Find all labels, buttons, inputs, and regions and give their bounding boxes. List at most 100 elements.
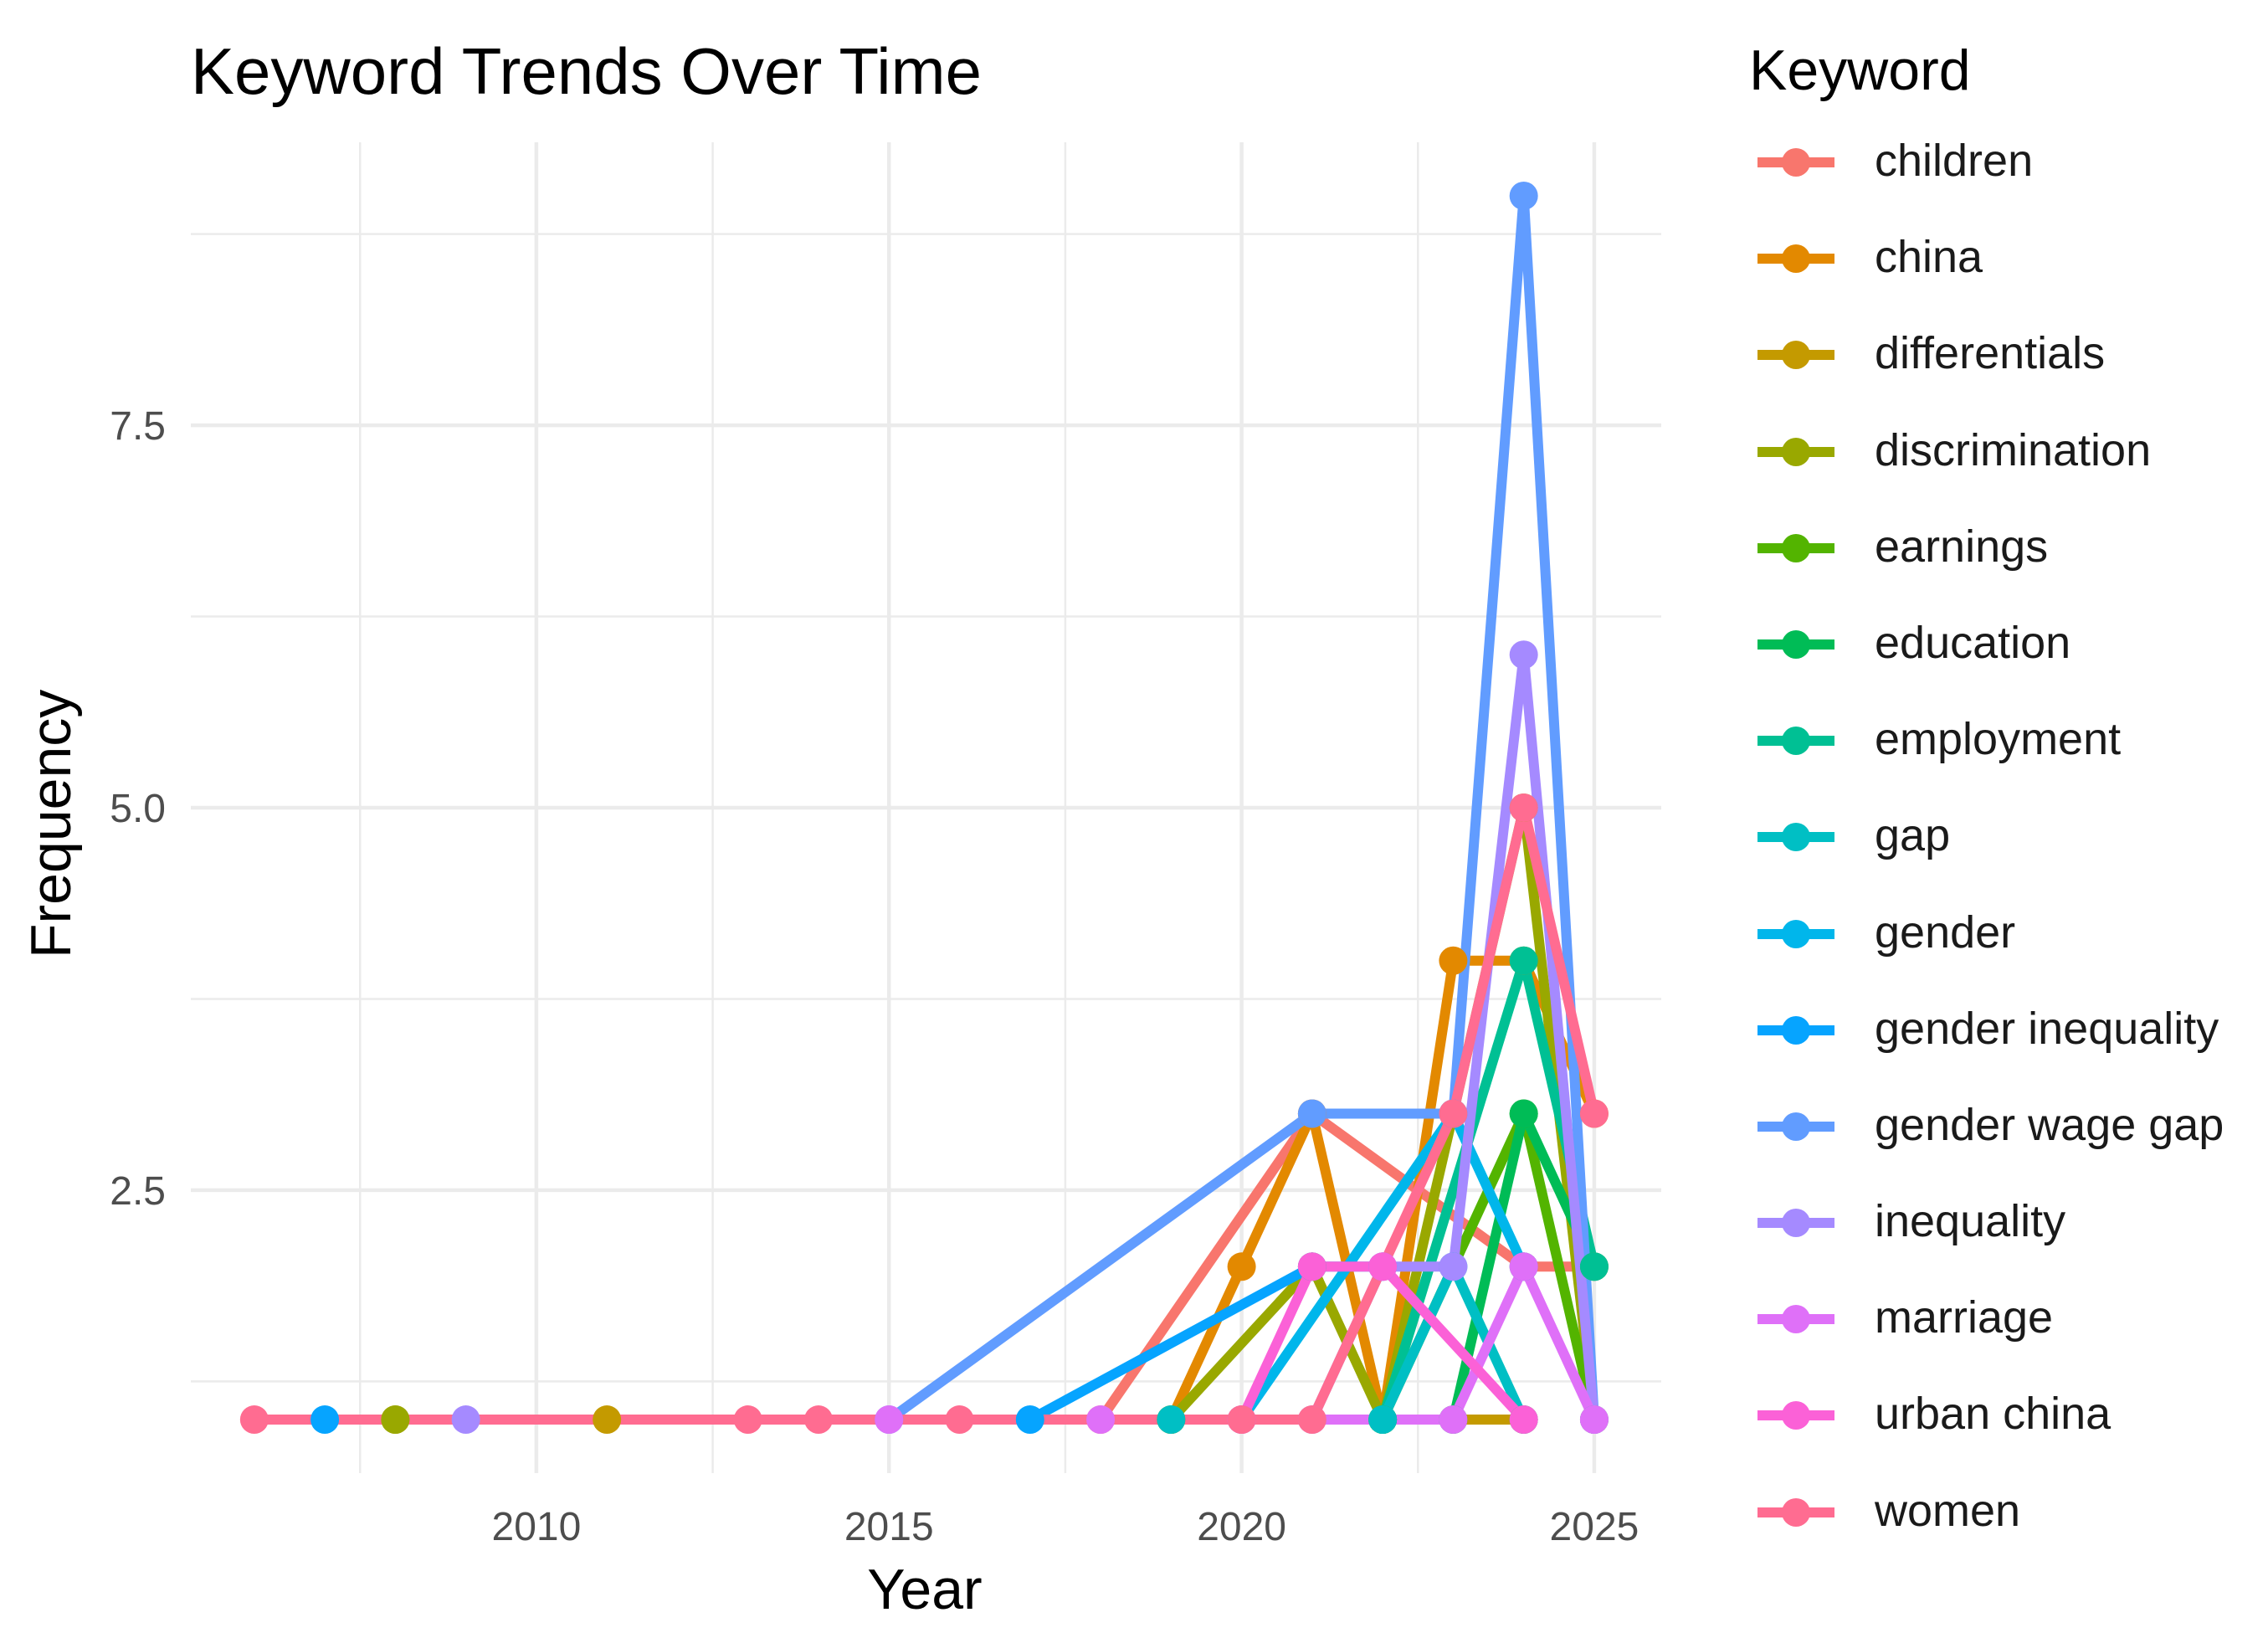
legend-label: discrimination (1875, 424, 2152, 475)
legend-label: gap (1875, 810, 1951, 861)
data-point-urban-china (1509, 1405, 1538, 1435)
legend-key-point (1782, 1209, 1810, 1238)
legend-key (1757, 533, 1834, 562)
legend-key (1757, 148, 1834, 177)
y-axis-title: Frequency (19, 689, 83, 958)
legend-key-point (1782, 1015, 1810, 1045)
x-tick-label: 2010 (492, 1505, 582, 1549)
y-tick-label: 5.0 (110, 787, 166, 831)
data-point-china (1439, 946, 1468, 975)
data-point-women (239, 1405, 269, 1435)
legend-key-point (1782, 244, 1810, 274)
legend-item: differentials (1749, 311, 2105, 407)
legend-key (1757, 727, 1834, 756)
legend-title: Keyword (1749, 39, 1971, 102)
data-point-differentials (593, 1405, 622, 1435)
series-line-gender-inequality (325, 1261, 1383, 1425)
legend-label: gender (1875, 906, 2016, 958)
data-point-employment (1509, 946, 1538, 975)
legend-key (1757, 1112, 1834, 1141)
legend-label: gender wage gap (1875, 1099, 2224, 1150)
legend-label: education (1875, 617, 2071, 668)
legend-key-point (1782, 148, 1810, 177)
data-point-inequality (1509, 640, 1538, 670)
legend-key (1757, 437, 1834, 466)
data-point-marriage (1509, 1252, 1538, 1281)
data-point-women (1297, 1405, 1326, 1435)
legend-key-point (1782, 919, 1810, 948)
x-tick-label: 2025 (1550, 1505, 1639, 1549)
legend-key (1757, 1401, 1834, 1430)
legend-key (1757, 1015, 1834, 1045)
data-point-women (803, 1405, 833, 1435)
legend-item: women (1749, 1468, 2020, 1564)
y-tick-label: 7.5 (110, 404, 166, 449)
x-axis-title: Year (867, 1558, 983, 1621)
data-point-gender-inequality (1015, 1405, 1044, 1435)
data-point-women (733, 1405, 762, 1435)
series-line-urban-china (1237, 1261, 1528, 1424)
legend-label: gender inequality (1875, 1003, 2219, 1054)
legend-key-point (1782, 437, 1810, 466)
legend: Keyword children china differentials discri… (1749, 38, 2224, 1564)
data-point-women (1579, 1099, 1609, 1128)
legend-label: marriage (1875, 1292, 2054, 1343)
data-point-urban-china (1297, 1252, 1326, 1281)
legend-key-point (1782, 1401, 1810, 1430)
data-point-women (1227, 1405, 1256, 1435)
legend-item: discrimination (1749, 408, 2151, 504)
data-point-women (1509, 793, 1538, 822)
legend-key-point (1782, 727, 1810, 756)
data-point-marriage (1439, 1405, 1468, 1435)
legend-items: children china differentials discrimination… (1749, 118, 2224, 1564)
data-point-discrimination (381, 1405, 410, 1435)
legend-label: women (1875, 1485, 2021, 1536)
data-point-gap (1368, 1405, 1398, 1435)
data-point-gender-wage-gap (1509, 181, 1538, 210)
legend-item: children (1749, 118, 2033, 214)
legend-key (1757, 1209, 1834, 1238)
legend-item: gap (1749, 793, 1971, 889)
legend-key (1757, 1305, 1834, 1334)
legend-item: gender (1749, 890, 2015, 986)
legend-item: employment (1749, 696, 2121, 793)
legend-label: inequality (1875, 1196, 2066, 1247)
data-point-education (1509, 1099, 1538, 1128)
legend-key (1757, 244, 1834, 274)
legend-key (1757, 823, 1834, 852)
legend-item: education (1749, 600, 2070, 696)
y-tick-label: 2.5 (110, 1169, 166, 1214)
series-line-inequality (465, 650, 1599, 1425)
legend-item: marriage (1749, 1275, 2053, 1371)
legend-item: earnings (1749, 504, 2048, 600)
legend-item: inequality (1749, 1179, 2065, 1275)
legend-key-point (1782, 629, 1810, 659)
data-point-women (1439, 1099, 1468, 1128)
legend-key-point (1782, 1305, 1810, 1334)
legend-item: gender inequality (1749, 986, 2219, 1082)
legend-key-point (1782, 533, 1810, 562)
data-point-gender-inequality (310, 1405, 340, 1435)
legend-key-point (1782, 1112, 1810, 1141)
legend-key (1757, 341, 1834, 370)
legend-key-point (1782, 341, 1810, 370)
data-point-employment (1579, 1252, 1609, 1281)
legend-label: earnings (1875, 521, 2049, 572)
legend-label: china (1875, 232, 1983, 283)
legend-item: urban china (1749, 1371, 2111, 1467)
data-point-gap (1157, 1405, 1186, 1435)
chart-title: Keyword Trends Over Time (191, 34, 982, 108)
legend-label: urban china (1875, 1389, 2111, 1440)
data-point-inequality (451, 1405, 480, 1435)
data-point-gender-wage-gap (1297, 1099, 1326, 1128)
data-point-inequality (1439, 1252, 1468, 1281)
data-point-women (945, 1405, 974, 1435)
legend-label: differentials (1875, 328, 2106, 379)
x-tick-label: 2015 (844, 1505, 934, 1549)
data-point-marriage (1086, 1405, 1116, 1435)
legend-label: employment (1875, 714, 2122, 765)
legend-item: china (1749, 214, 1983, 311)
legend-key (1757, 919, 1834, 948)
data-point-urban-china (1368, 1252, 1398, 1281)
